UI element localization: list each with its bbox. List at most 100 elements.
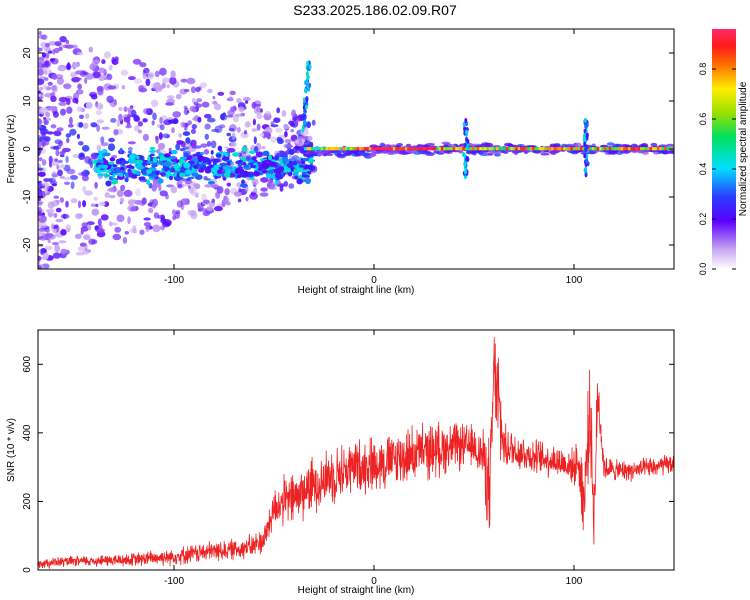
speckle <box>179 179 184 184</box>
main-line-cell <box>445 147 449 151</box>
speckle <box>237 198 242 203</box>
band-blob <box>146 169 152 175</box>
main-line-cell <box>412 147 415 151</box>
main-line-cell <box>433 147 437 151</box>
speckle <box>207 117 216 123</box>
band-blob <box>247 171 254 178</box>
speckle <box>259 192 269 197</box>
speckle <box>224 188 230 196</box>
speckle <box>45 52 50 59</box>
band-blob <box>111 164 118 168</box>
x-tick-label: 100 <box>566 275 583 286</box>
main-line-cell <box>500 147 504 151</box>
speckle <box>168 147 172 153</box>
speckle <box>41 159 47 166</box>
band-blob <box>185 178 191 181</box>
main-line-cell <box>527 147 530 151</box>
band-blob <box>185 169 193 175</box>
band-blob <box>288 149 295 155</box>
main-line-cell <box>596 147 600 151</box>
y-tick-label: 0 <box>22 146 33 152</box>
speckle <box>50 223 55 229</box>
speckle <box>159 124 165 131</box>
speckle <box>76 106 83 112</box>
speckle <box>38 78 45 85</box>
main-line-cell <box>510 147 513 151</box>
speckle <box>82 174 89 182</box>
streak-blob <box>463 161 467 167</box>
main-line-cell <box>436 147 439 151</box>
band-blob <box>149 147 156 150</box>
main-line-cell <box>515 147 518 151</box>
band-blob <box>171 149 178 155</box>
x-tick-label: -100 <box>164 576 184 587</box>
speckle <box>116 119 121 127</box>
band-blob <box>124 177 129 183</box>
band-blob <box>204 167 212 174</box>
speckle <box>284 131 288 138</box>
speckle <box>236 126 241 133</box>
speckle <box>56 127 64 132</box>
band-blob <box>200 151 204 156</box>
speckle <box>222 112 226 117</box>
speckle <box>212 95 216 100</box>
speckle <box>108 194 116 199</box>
speckle <box>151 120 155 126</box>
speckle <box>75 251 85 256</box>
speckle <box>70 181 75 190</box>
speckle <box>228 127 235 132</box>
speckle <box>52 48 56 55</box>
main-line-cell <box>536 147 540 151</box>
band-blob <box>290 166 295 172</box>
speckle <box>90 94 98 100</box>
main-line-cell <box>640 147 643 151</box>
speckle <box>87 224 92 231</box>
speckle <box>283 181 289 187</box>
band-blob <box>224 160 233 163</box>
colorbar-tick-label: 0.8 <box>698 63 708 76</box>
speckle <box>66 168 76 175</box>
band-blob <box>135 159 144 164</box>
main-line-cell <box>532 147 535 151</box>
speckle <box>43 116 47 120</box>
speckle <box>200 143 208 148</box>
speckle <box>141 197 147 205</box>
speckle <box>85 113 90 119</box>
speckle <box>52 111 59 118</box>
speckle <box>84 170 90 176</box>
band-blob <box>274 155 279 159</box>
line-halo <box>540 150 545 154</box>
streak-blob <box>582 137 586 142</box>
main-line-cell <box>644 147 648 151</box>
speckle <box>55 149 60 157</box>
speckle <box>38 86 44 91</box>
band-blob <box>127 150 132 154</box>
line-halo <box>425 152 435 157</box>
speckle <box>38 191 42 197</box>
main-line-cell <box>316 147 319 151</box>
band-blob <box>238 173 244 178</box>
band-blob <box>210 150 214 155</box>
speckle <box>96 119 104 124</box>
streak-blob <box>585 134 589 140</box>
speckle <box>100 136 105 144</box>
speckle <box>279 185 284 192</box>
speckle <box>70 73 77 78</box>
speckle <box>52 74 58 80</box>
line-halo <box>642 151 649 155</box>
band-blob <box>232 152 240 157</box>
speckle <box>38 146 42 154</box>
speckle <box>55 207 62 213</box>
snr-xlabel: Height of straight line (km) <box>298 585 415 596</box>
speckle <box>142 118 148 123</box>
speckle <box>245 196 249 202</box>
band-blob <box>207 180 215 185</box>
speckle <box>251 178 259 186</box>
main-line-cell <box>649 147 653 151</box>
speckle <box>189 186 195 193</box>
speckle <box>60 164 66 169</box>
band-blob <box>159 172 166 176</box>
band-blob <box>150 153 155 157</box>
band-blob <box>152 156 158 164</box>
band-blob <box>239 183 248 188</box>
